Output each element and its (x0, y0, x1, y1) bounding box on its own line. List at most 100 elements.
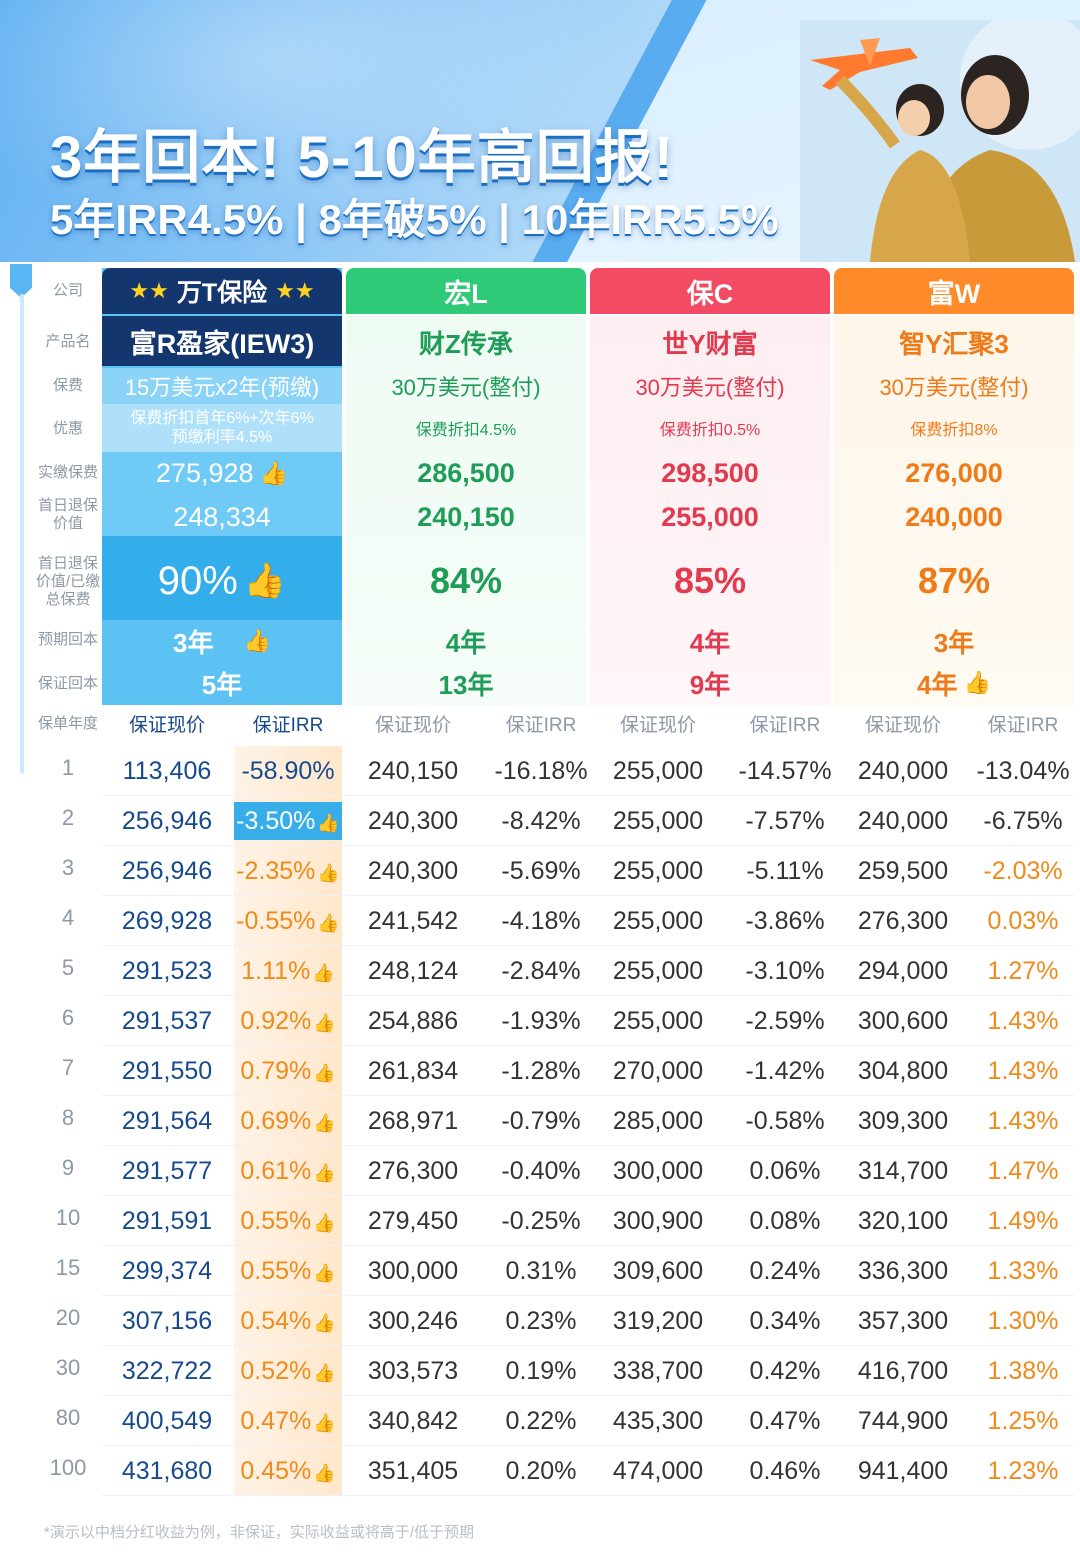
star-icon: ★★ (129, 278, 169, 303)
table-cell: 0.61% 👍 (234, 1152, 342, 1190)
table-cell: 248,124 (350, 952, 476, 990)
table-cell: -4.18% (478, 902, 604, 940)
table-cell: 291,591 (104, 1202, 230, 1240)
day1-value-a: 248,334 (173, 501, 271, 532)
table-cell-value: 0.55% (240, 1207, 312, 1235)
table-cell: -2.03% (966, 852, 1080, 890)
row-divider (102, 1045, 1074, 1046)
footnote: *演示以中档分红收益为例，非保证，实际收益或将高于/低于预期 (44, 1524, 475, 1541)
row-divider (102, 1345, 1074, 1346)
table-cell: 0.23% (478, 1302, 604, 1340)
subheader-irr-c: 保证IRR (749, 714, 821, 736)
table-cell: 0.20% (478, 1452, 604, 1490)
table-cell-value: 300,600 (857, 1007, 949, 1035)
table-cell-value: 320,100 (857, 1207, 949, 1235)
table-cell-value: 259,500 (857, 857, 949, 885)
table-cell-value: -6.75% (983, 807, 1063, 835)
table-cell-value: 0.42% (749, 1357, 821, 1385)
table-cell: 744,900 (840, 1402, 966, 1440)
table-cell: 1.33% (966, 1252, 1080, 1290)
thumbs-up-icon: 👍 (317, 913, 340, 933)
premium-d: 30万美元(整付) (879, 375, 1029, 400)
table-cell-value: 0.08% (749, 1207, 821, 1235)
table-cell-value: 400,549 (121, 1407, 213, 1435)
table-cell: 255,000 (595, 852, 721, 890)
table-cell: -14.57% (722, 752, 848, 790)
table-cell: 0.46% (722, 1452, 848, 1490)
subheader-irr-a: 保证IRR (252, 714, 324, 736)
table-cell-value: -3.86% (745, 907, 825, 935)
table-cell-value: 291,564 (121, 1107, 213, 1135)
policy-year-cell: 2 (61, 805, 75, 830)
table-cell: 340,842 (350, 1402, 476, 1440)
thumbs-up-icon: 👍 (313, 1213, 336, 1233)
table-cell-value: -1.42% (745, 1057, 825, 1085)
table-cell-value: 261,834 (367, 1057, 459, 1085)
table-cell-value: 1.43% (987, 1107, 1059, 1135)
column-d-bg (834, 316, 1074, 706)
table-cell-value: 255,000 (612, 957, 704, 985)
row-divider (102, 1095, 1074, 1096)
table-cell: 0.92% 👍 (234, 1002, 342, 1040)
table-cell-value: 1.47% (987, 1157, 1059, 1185)
table-cell: 941,400 (840, 1452, 966, 1490)
table-cell: -58.90% (234, 752, 342, 790)
table-cell-value: 291,591 (121, 1207, 213, 1235)
table-cell-value: 291,577 (121, 1157, 213, 1185)
table-cell-value: 309,600 (612, 1257, 704, 1285)
table-cell-value: 1.33% (987, 1257, 1059, 1285)
table-cell: 351,405 (350, 1452, 476, 1490)
table-cell: 240,150 (350, 752, 476, 790)
table-cell: 320,100 (840, 1202, 966, 1240)
table-cell-value: 1.38% (987, 1357, 1059, 1385)
table-cell-value: 0.46% (749, 1457, 821, 1485)
thumbs-up-icon: 👍 (243, 562, 287, 600)
table-cell: 276,300 (840, 902, 966, 940)
table-cell-value: 0.79% (240, 1057, 312, 1085)
table-cell-value: 941,400 (857, 1457, 949, 1485)
table-cell: 0.42% (722, 1352, 848, 1390)
table-cell-value: 0.55% (240, 1257, 312, 1285)
table-cell: 357,300 (840, 1302, 966, 1340)
subheader-cash-a: 保证现价 (128, 714, 205, 736)
table-cell: 259,500 (840, 852, 966, 890)
table-cell: 0.06% (722, 1152, 848, 1190)
table-cell: 300,246 (350, 1302, 476, 1340)
table-cell: 285,000 (595, 1102, 721, 1140)
table-cell-value: -1.28% (501, 1057, 581, 1085)
policy-year-cell: 3 (61, 855, 75, 880)
table-cell-value: 0.47% (240, 1407, 312, 1435)
table-cell: -1.28% (478, 1052, 604, 1090)
star-icon: ★★ (275, 278, 315, 303)
table-cell: 268,971 (350, 1102, 476, 1140)
row-divider (102, 1145, 1074, 1146)
table-cell: 0.69% 👍 (234, 1102, 342, 1140)
table-cell-value: 1.30% (987, 1307, 1059, 1335)
table-cell-value: -3.50% (236, 807, 316, 835)
table-cell: 0.08% (722, 1202, 848, 1240)
table-cell-value: -5.11% (746, 857, 824, 885)
table-cell: 269,928 (104, 902, 230, 940)
table-cell: 322,722 (104, 1352, 230, 1390)
table-cell-value: 300,246 (367, 1307, 459, 1335)
table-cell: -0.79% (478, 1102, 604, 1140)
table-cell: 299,374 (104, 1252, 230, 1290)
policy-year-cell: 100 (49, 1455, 87, 1480)
row-divider (102, 1245, 1074, 1246)
product-name-a: 富R盈家(IEW3) (102, 316, 342, 366)
table-cell: 0.31% (478, 1252, 604, 1290)
table-cell-value: -1.93% (501, 1007, 581, 1035)
product-name-d: 智Y汇聚3 (899, 328, 1009, 359)
table-cell-value: 0.34% (749, 1307, 821, 1335)
table-cell-value: 268,971 (367, 1107, 459, 1135)
table-cell: 319,200 (595, 1302, 721, 1340)
discount-a-line1: 保费折扣首年6%+次年6% (130, 410, 314, 427)
table-cell-value: -0.25% (501, 1207, 581, 1235)
table-cell-value: 336,300 (857, 1257, 949, 1285)
label-policy-year: 保单年度 (37, 715, 98, 732)
label-day1-ratio: 首日退保价值/已缴总保费 (35, 555, 101, 608)
table-cell: 291,577 (104, 1152, 230, 1190)
paid-b: 286,500 (417, 457, 515, 488)
table-cell-value: 0.92% (240, 1007, 312, 1035)
table-cell-value: 431,680 (121, 1457, 213, 1485)
